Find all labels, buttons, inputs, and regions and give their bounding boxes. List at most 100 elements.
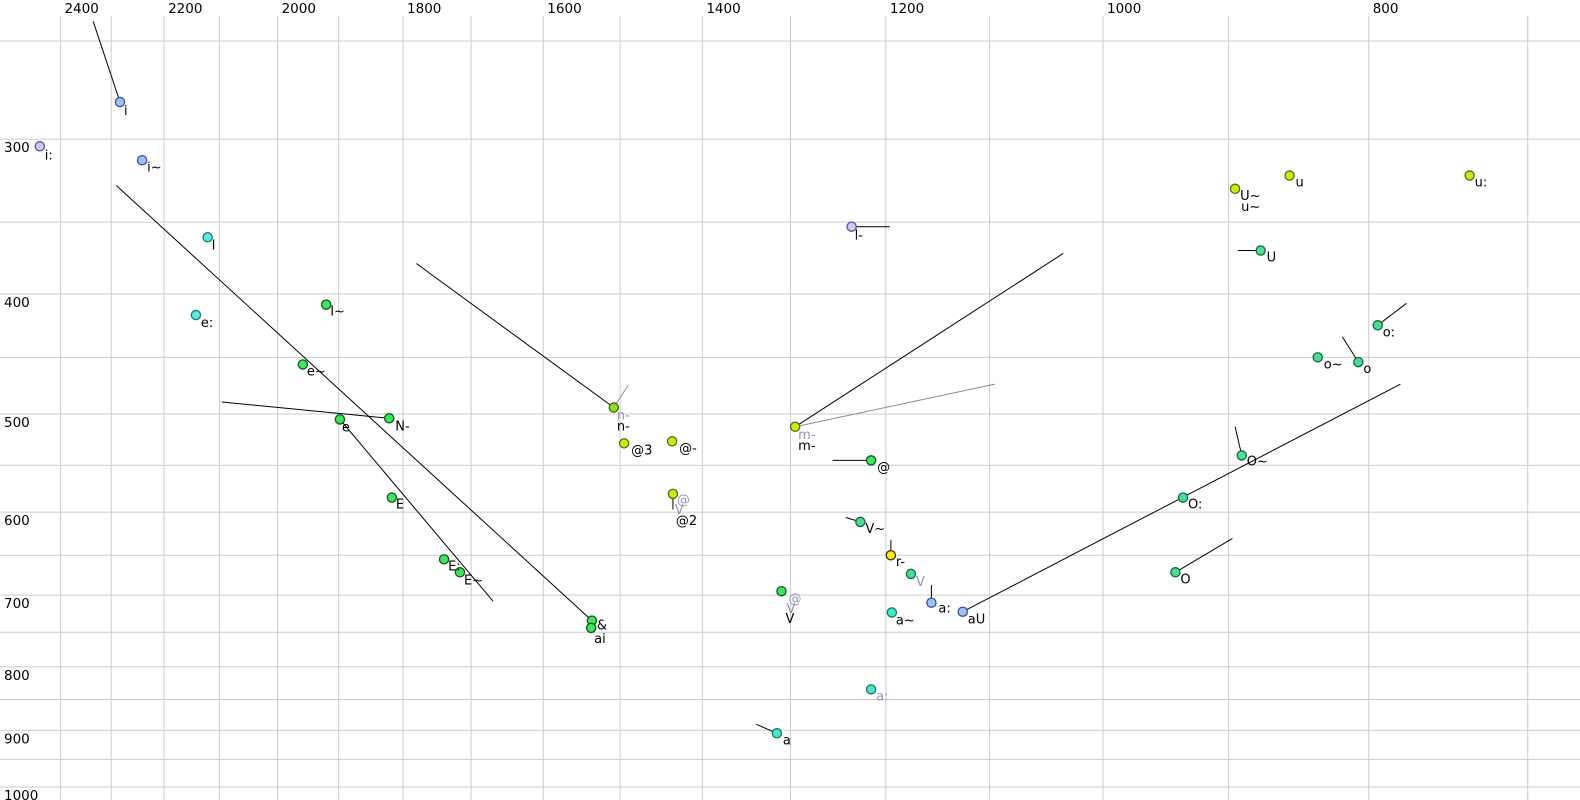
vowel-point-E: (438, 554, 450, 565)
vowel-label-e: e (342, 420, 350, 435)
trajectory-line-2 (339, 419, 494, 602)
vowel-label-O~: O~ (1247, 454, 1268, 469)
vowel-label-a~: a~ (896, 613, 915, 628)
vowel-point-o~ (1312, 352, 1323, 363)
vowel-label-e:: e: (201, 316, 213, 331)
vowel-point-e (334, 414, 346, 425)
y-tick-label-800: 800 (4, 668, 30, 684)
vowel-point-V~ (855, 516, 866, 528)
vowel-point-m- (789, 421, 801, 433)
x-tick-label-2200: 2200 (168, 1, 202, 17)
vowel-point-l- (846, 221, 857, 232)
trajectory-line-7 (794, 253, 1064, 428)
vowel-label-@2-1: V (675, 503, 684, 518)
vowel-point-i: (34, 141, 46, 152)
trajectory-line-17 (1175, 537, 1233, 573)
vowel-label-u:: u: (1475, 176, 1488, 191)
x-tick-label-1000: 1000 (1107, 1, 1141, 17)
vowel-point-O (1170, 567, 1181, 578)
vowel-point-U (1255, 245, 1266, 256)
vowel-label-V-ref: V (916, 575, 925, 590)
vowel-point-i~ (136, 155, 148, 166)
trajectory-line-4 (416, 263, 615, 408)
vowel-label-V: @ (788, 592, 801, 607)
vowel-point-@ (865, 455, 877, 466)
y-tick-label-700: 700 (4, 596, 30, 612)
vowel-label-&: & (597, 619, 607, 634)
vowel-point-a: (926, 597, 937, 608)
vowel-label-U~-1: u~ (1241, 200, 1260, 215)
vowel-point-E~ (454, 567, 466, 578)
vowel-point-U~ (1229, 183, 1241, 195)
vowel-label-m--1: m- (798, 439, 816, 454)
vowel-label-e~: e~ (307, 364, 326, 379)
vowel-label-V-2: V (785, 612, 794, 627)
vowel-point-a (771, 728, 783, 739)
vowel-label-@3: @3 (631, 443, 652, 458)
vowel-point-aU (957, 606, 968, 617)
vowel-label-@: @ (877, 460, 890, 475)
vowel-label-O: O (1180, 572, 1190, 587)
x-tick-label-800: 800 (1373, 1, 1399, 17)
vowel-point-@2 (667, 488, 679, 500)
vowel-label-N-: N- (395, 419, 410, 434)
x-tick-label-1400: 1400 (706, 1, 740, 17)
vowel-label-a:-ref: a: (876, 689, 888, 704)
vowel-label-u: u (1296, 176, 1304, 191)
y-tick-label-400: 400 (4, 295, 30, 311)
vowel-point-N- (383, 413, 395, 424)
vowel-label-i:: i: (45, 148, 53, 163)
vowel-label-n--1: n- (617, 420, 630, 435)
vowel-point-a~ (886, 607, 898, 618)
x-tick-label-1200: 1200 (890, 1, 924, 17)
vowel-label-E: E (396, 498, 404, 513)
y-tick-label-900: 900 (4, 731, 30, 747)
vowel-point-@3 (618, 438, 630, 449)
vowel-point-I (202, 232, 213, 243)
vowel-point-O~ (1236, 450, 1248, 461)
vowel-label-o~: o~ (1324, 357, 1343, 372)
x-tick-label-1800: 1800 (407, 1, 441, 17)
trajectory-line-0 (92, 21, 121, 103)
vowel-point-r- (885, 549, 897, 561)
vowel-label-U~: U~ (1240, 189, 1260, 204)
vowel-label-m-: m- (798, 428, 816, 443)
vowel-label-i~: i~ (147, 160, 162, 175)
vowel-point-V (776, 585, 787, 597)
vowel-point-ai (585, 622, 597, 634)
x-tick-label-2000: 2000 (282, 1, 316, 17)
vowel-label-aU: aU (968, 613, 985, 628)
vowel-label-ai: ai (594, 632, 606, 647)
vowel-point-a:-ref (865, 684, 877, 695)
vowel-point-E (386, 492, 398, 503)
y-tick-label-600: 600 (4, 513, 30, 529)
vowel-label-i: i (124, 104, 128, 119)
y-tick-label-500: 500 (4, 415, 30, 431)
vowel-label-V~: V~ (865, 522, 885, 537)
vowel-label-I: I (212, 238, 216, 253)
vowel-label-I~: I~ (330, 305, 345, 320)
x-tick-label-1600: 1600 (547, 1, 581, 17)
vowel-label-E:: E: (448, 559, 461, 574)
vowel-point-@- (666, 436, 678, 447)
y-tick-label-1000: 1000 (4, 788, 38, 800)
x-tick-label-2400: 2400 (64, 1, 98, 17)
vowel-label-o: o (1363, 362, 1371, 377)
vowel-point-i (114, 96, 126, 108)
vowel-point-u: (1464, 170, 1475, 181)
vowel-label-r-: r- (896, 555, 906, 570)
vowel-point-n- (608, 402, 620, 413)
vowel-point-O: (1177, 492, 1189, 503)
trajectory-line-3 (221, 401, 390, 419)
vowel-label-a: a (783, 733, 791, 748)
trajectory-line-1 (115, 185, 593, 621)
vowel-label-@2: @ (677, 493, 690, 508)
vowel-label-@-: @- (679, 441, 697, 456)
vowel-label-a:: a: (938, 602, 950, 617)
vowel-point-u (1284, 170, 1295, 181)
vowel-point-I~ (320, 299, 332, 310)
vowel-label-n-: n- (617, 409, 630, 424)
vowel-label-O:: O: (1188, 498, 1202, 513)
